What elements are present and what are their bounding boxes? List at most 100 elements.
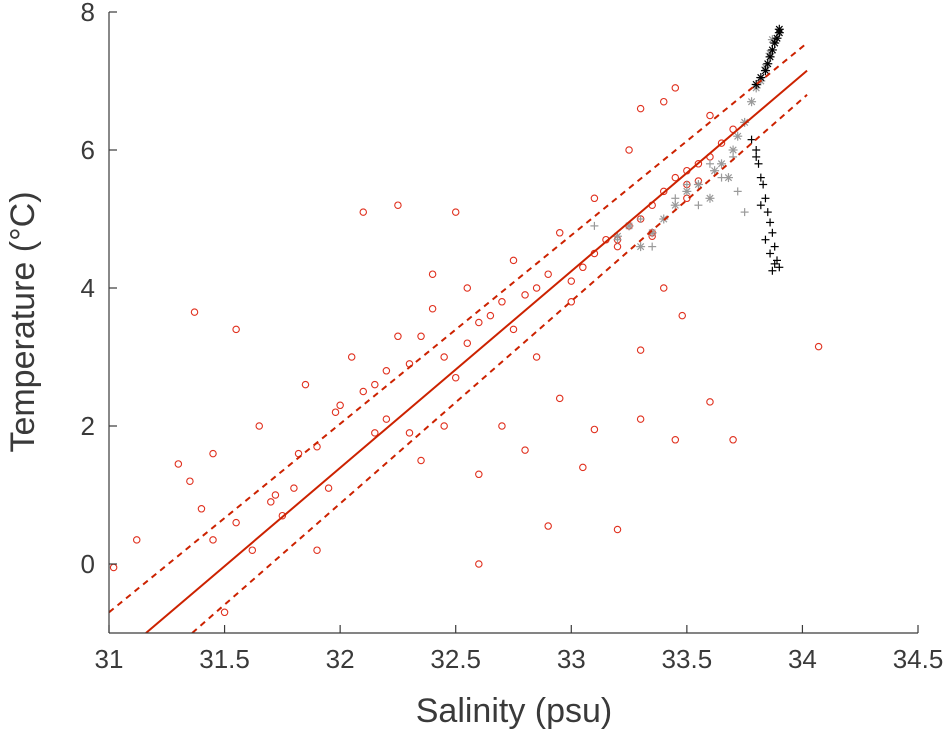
data-point — [766, 249, 775, 258]
data-point — [567, 277, 576, 285]
data-point — [220, 608, 229, 617]
data-point — [648, 242, 657, 251]
data-point — [678, 311, 686, 320]
data-point — [613, 235, 622, 244]
data-point — [428, 304, 437, 313]
data-point — [814, 342, 823, 351]
data-point — [544, 522, 552, 530]
data-point — [671, 84, 680, 92]
data-point — [717, 159, 727, 169]
data-point — [486, 311, 495, 320]
plot-area — [109, 24, 823, 617]
data-point — [555, 394, 564, 403]
data-point — [636, 415, 645, 423]
data-point — [232, 325, 240, 334]
data-point — [636, 215, 645, 223]
y-tick-label: 6 — [81, 135, 95, 165]
regression-lines — [109, 42, 808, 633]
data-point — [532, 353, 541, 361]
data-point — [463, 339, 472, 347]
axes: 31 31.5 32 32.5 33 33.5 34 34.5 0 2 4 6 8 — [81, 0, 944, 674]
data-point — [109, 563, 118, 572]
data-point — [132, 536, 141, 544]
data-point — [671, 436, 680, 444]
x-tick-label: 32.5 — [430, 644, 481, 674]
data-point — [729, 436, 737, 444]
data-point — [659, 97, 668, 106]
data-point — [767, 45, 777, 55]
x-tick-label: 31.5 — [199, 644, 250, 674]
data-point — [659, 284, 668, 292]
x-tick-label: 33.5 — [662, 644, 713, 674]
data-point — [759, 180, 768, 189]
data-point — [255, 422, 263, 430]
data-point — [521, 446, 529, 454]
data-point — [761, 235, 770, 244]
data-point — [768, 266, 777, 275]
data-point — [770, 259, 779, 268]
data-point — [613, 242, 622, 251]
data-point — [428, 270, 437, 278]
data-point — [417, 456, 425, 465]
data-point — [186, 477, 194, 485]
data-point — [770, 242, 779, 251]
data-point — [647, 228, 657, 238]
x-tick-label: 32 — [326, 644, 355, 674]
data-point — [440, 422, 448, 430]
data-point — [248, 546, 257, 554]
data-point — [301, 380, 310, 389]
data-point — [659, 187, 668, 196]
data-point — [232, 518, 240, 527]
data-point — [382, 415, 391, 423]
data-point — [174, 460, 183, 468]
data-point — [475, 470, 483, 479]
data-point — [752, 146, 761, 154]
data-point — [451, 208, 460, 216]
data-point — [475, 560, 483, 568]
data-point — [765, 52, 775, 62]
data-point — [290, 484, 298, 492]
data-point — [509, 325, 518, 334]
data-point — [590, 425, 599, 434]
y-tick-label: 4 — [81, 273, 95, 303]
data-point — [774, 24, 784, 34]
data-point — [763, 59, 773, 69]
data-point — [498, 298, 506, 306]
data-point — [760, 66, 770, 76]
data-point — [382, 367, 391, 375]
data-point — [394, 201, 402, 209]
data-point — [763, 208, 772, 217]
data-point — [740, 208, 749, 217]
data-point — [347, 353, 356, 361]
data-point — [682, 186, 692, 196]
data-point — [671, 194, 680, 203]
data-point — [752, 152, 761, 161]
data-point — [209, 536, 217, 544]
data-point — [747, 135, 756, 144]
data-point — [579, 463, 587, 472]
data-point — [706, 111, 714, 120]
data-point — [521, 291, 529, 299]
data-point — [694, 160, 703, 168]
data-point — [324, 484, 333, 492]
data-point — [682, 180, 691, 189]
data-point — [693, 180, 703, 189]
data-point — [733, 131, 743, 141]
x-tick-label: 31 — [95, 644, 124, 674]
data-point — [394, 332, 402, 341]
data-point — [567, 298, 576, 306]
data-point — [509, 256, 518, 265]
data-point — [359, 208, 368, 216]
data-point — [371, 429, 379, 437]
data-point — [190, 308, 199, 316]
data-point — [590, 194, 599, 203]
data-point — [756, 173, 765, 182]
data-point — [440, 353, 448, 361]
confidence-lower-line — [191, 94, 808, 633]
data-point — [756, 201, 765, 210]
data-point — [717, 139, 726, 147]
x-tick-label: 34.5 — [893, 644, 944, 674]
data-point — [336, 401, 344, 410]
data-point — [613, 525, 622, 534]
data-point — [417, 332, 425, 341]
